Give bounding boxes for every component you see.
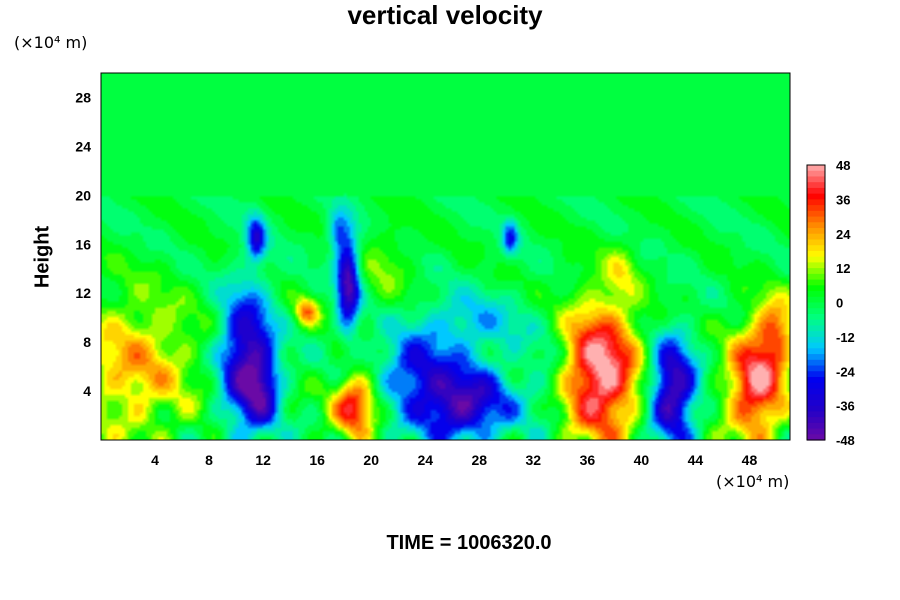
colorbar-swatch [807, 348, 825, 355]
colorbar-swatch [807, 279, 825, 286]
y-tick-label: 20 [75, 187, 91, 203]
colorbar-swatch [807, 250, 825, 258]
colorbar-swatch [807, 313, 825, 321]
colorbar-tick-label: 48 [836, 158, 850, 173]
colorbar-swatch [807, 210, 825, 218]
colorbar-swatch [807, 434, 825, 441]
colorbar-swatch [807, 205, 825, 212]
x-tick-label: 16 [309, 452, 325, 468]
colorbar-swatch [807, 165, 825, 172]
y-tick-label: 24 [75, 138, 91, 154]
colorbar-swatch [807, 233, 825, 241]
colorbar-tick-label: 24 [836, 227, 851, 242]
colorbar-swatch [807, 382, 825, 390]
colorbar-swatch [807, 308, 825, 315]
colorbar-swatch [807, 342, 825, 349]
colorbar-swatch [807, 325, 825, 332]
colorbar-swatch [807, 336, 825, 344]
colorbar-swatch [807, 291, 825, 298]
colorbar-tick-label: 12 [836, 261, 850, 276]
colorbar-swatch [807, 302, 825, 309]
colorbar-tick-label: 36 [836, 192, 850, 207]
colorbar-swatch [807, 411, 825, 418]
x-tick-label: 8 [205, 452, 213, 468]
colorbar-swatch [807, 176, 825, 183]
colorbar: -48 -36 -24 -12 0 12 24 36 48 [806, 158, 856, 448]
colorbar-tick-label: 0 [836, 296, 843, 311]
colorbar-swatch [807, 216, 825, 223]
y-axis-unit: (×10⁴ m) [14, 33, 88, 52]
colorbar-swatch [807, 422, 825, 430]
x-tick-label: 12 [255, 452, 271, 468]
colorbar-tick-label: -48 [836, 433, 855, 448]
colorbar-tick-label: -12 [836, 330, 855, 345]
colorbar-swatch [807, 187, 825, 195]
colorbar-swatch [807, 371, 825, 378]
colorbar-swatch [807, 359, 825, 367]
x-tick-label: 32 [526, 452, 542, 468]
x-tick-label: 48 [742, 452, 758, 468]
y-ticks: 4 8 12 16 20 24 28 [75, 89, 91, 399]
colorbar-frame [806, 164, 826, 441]
colorbar-swatch [807, 273, 825, 281]
x-tick-label: 28 [471, 452, 487, 468]
colorbar-swatch [807, 365, 825, 372]
chart-title: vertical velocity [347, 0, 543, 30]
colorbar-swatch [807, 428, 825, 435]
x-tick-label: 36 [580, 452, 596, 468]
plot-frame [100, 72, 791, 441]
y-tick-label: 28 [75, 89, 91, 105]
y-tick-label: 8 [83, 334, 91, 350]
colorbar-swatch [807, 170, 825, 178]
colorbar-swatch [807, 228, 825, 235]
colorbar-swatch [807, 319, 825, 327]
colorbar-swatch [807, 199, 825, 206]
colorbar-tick-label: -24 [836, 364, 856, 379]
time-label: TIME = 1006320.0 [386, 532, 552, 554]
x-axis-unit: (×10⁴ m) [716, 472, 790, 491]
colorbar-swatch [807, 182, 825, 189]
colorbar-swatch [807, 417, 825, 424]
x-tick-label: 24 [417, 452, 433, 468]
y-tick-label: 16 [75, 236, 91, 252]
colorbar-swatch [807, 296, 825, 304]
x-tick-label: 40 [634, 452, 650, 468]
colorbar-swatch [807, 405, 825, 412]
x-tick-label: 44 [688, 452, 704, 468]
colorbar-swatch [807, 262, 825, 269]
colorbar-swatch [807, 388, 825, 395]
x-tick-label: 4 [151, 452, 159, 468]
x-ticks: 4 8 12 16 20 24 28 32 36 40 44 48 [151, 452, 757, 468]
y-tick-label: 4 [83, 383, 91, 399]
colorbar-swatch [807, 399, 825, 407]
colorbar-swatch [807, 239, 825, 246]
colorbar-swatch [807, 331, 825, 338]
y-tick-label: 12 [75, 285, 91, 301]
colorbar-swatch [807, 285, 825, 292]
colorbar-tick-label: -36 [836, 399, 855, 414]
colorbar-swatch [807, 394, 825, 401]
velocity-field [101, 73, 790, 440]
colorbar-swatch [807, 268, 825, 275]
colorbar-swatch [807, 354, 825, 361]
colorbar-swatch [807, 245, 825, 252]
colorbar-swatch [807, 256, 825, 263]
x-tick-label: 20 [363, 452, 379, 468]
colorbar-swatch [807, 222, 825, 229]
colorbar-swatch [807, 193, 825, 200]
colorbar-swatch [807, 376, 825, 384]
